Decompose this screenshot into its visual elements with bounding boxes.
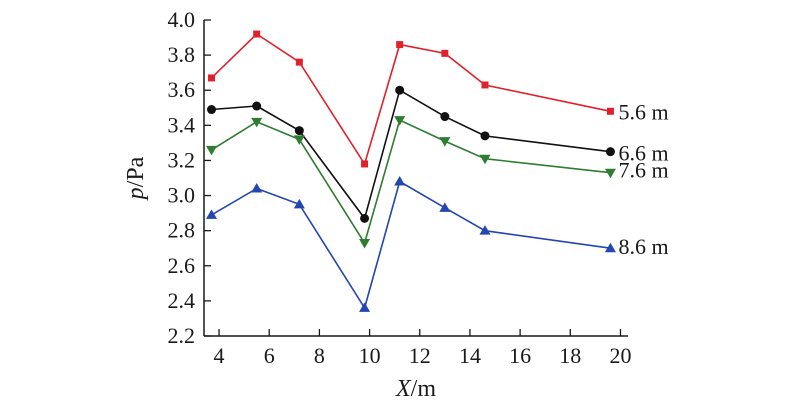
y-tick-label: 3.0 <box>168 183 196 208</box>
data-point <box>479 225 491 235</box>
series-line <box>210 32 611 166</box>
data-point <box>206 145 218 156</box>
data-point <box>359 238 371 249</box>
x-tick-label: 4 <box>214 343 225 368</box>
data-point <box>252 101 262 111</box>
data-point <box>253 30 261 38</box>
data-point <box>604 242 616 253</box>
y-tick-label: 3.8 <box>168 42 196 67</box>
y-tick-label: 2.8 <box>168 218 196 243</box>
x-tick-label: 14 <box>459 343 481 368</box>
data-point <box>361 160 369 168</box>
data-point <box>293 198 305 209</box>
data-point <box>394 176 406 186</box>
x-axis-title: X/m <box>395 376 436 402</box>
x-tick-label: 6 <box>264 343 275 368</box>
data-point <box>480 131 490 141</box>
data-point <box>206 209 218 219</box>
data-point <box>295 58 303 66</box>
axes <box>203 20 628 337</box>
data-point <box>479 154 491 165</box>
data-point <box>251 117 263 128</box>
data-point <box>396 41 404 49</box>
series-label: 7.6 m <box>618 158 668 183</box>
x-tick-label: 20 <box>609 343 631 368</box>
series-7.6-m: 7.6 m <box>206 116 669 249</box>
data-point <box>606 107 614 115</box>
series-label: 5.6 m <box>618 99 668 124</box>
data-point <box>441 49 449 57</box>
x-tick-label: 10 <box>359 343 381 368</box>
series-line <box>211 88 611 221</box>
data-point <box>208 74 216 82</box>
series-line <box>211 118 611 245</box>
data-point <box>294 126 304 136</box>
y-axis-title: p/Pa <box>123 156 149 201</box>
y-tick-label: 3.2 <box>168 147 196 172</box>
series-label: 6.6 m <box>618 141 668 166</box>
data-point <box>293 135 305 145</box>
y-tick-label: 2.6 <box>168 253 196 278</box>
y-tick-label: 3.6 <box>168 77 196 102</box>
x-tick-label: 12 <box>409 343 431 368</box>
data-point <box>207 105 217 115</box>
y-tick-label: 3.4 <box>168 112 196 137</box>
series-label: 8.6 m <box>618 234 668 259</box>
series-6.6-m: 6.6 m <box>207 85 669 223</box>
series-8.6-m: 8.6 m <box>206 176 669 312</box>
data-point <box>604 168 616 179</box>
data-point <box>360 213 370 223</box>
ticks: 2.2 2.4 2.6 2.8 3.0 3.2 3.4 3.6 3.8 4.0 4 6 8 10 12 14 1… <box>168 7 632 368</box>
x-tick-label: 18 <box>559 343 581 368</box>
data-point <box>481 81 489 89</box>
data-point <box>394 116 406 126</box>
data-point <box>359 302 371 312</box>
series-5.6-m: 5.6 m <box>208 30 669 168</box>
data-point <box>395 85 405 95</box>
data-point <box>439 137 451 147</box>
x-tick-label: 16 <box>509 343 531 368</box>
y-tick-label: 4.0 <box>168 7 196 32</box>
data-point <box>440 112 450 122</box>
data-point <box>605 147 615 157</box>
y-tick-label: 2.4 <box>168 288 196 313</box>
x-tick-label: 8 <box>314 343 325 368</box>
series-line <box>211 180 611 310</box>
y-tick-label: 2.2 <box>168 323 196 348</box>
series-group: 5.6 m 6.6 m7.6 m 8.6 m <box>206 30 669 312</box>
data-point <box>439 202 451 212</box>
data-point <box>251 183 263 193</box>
